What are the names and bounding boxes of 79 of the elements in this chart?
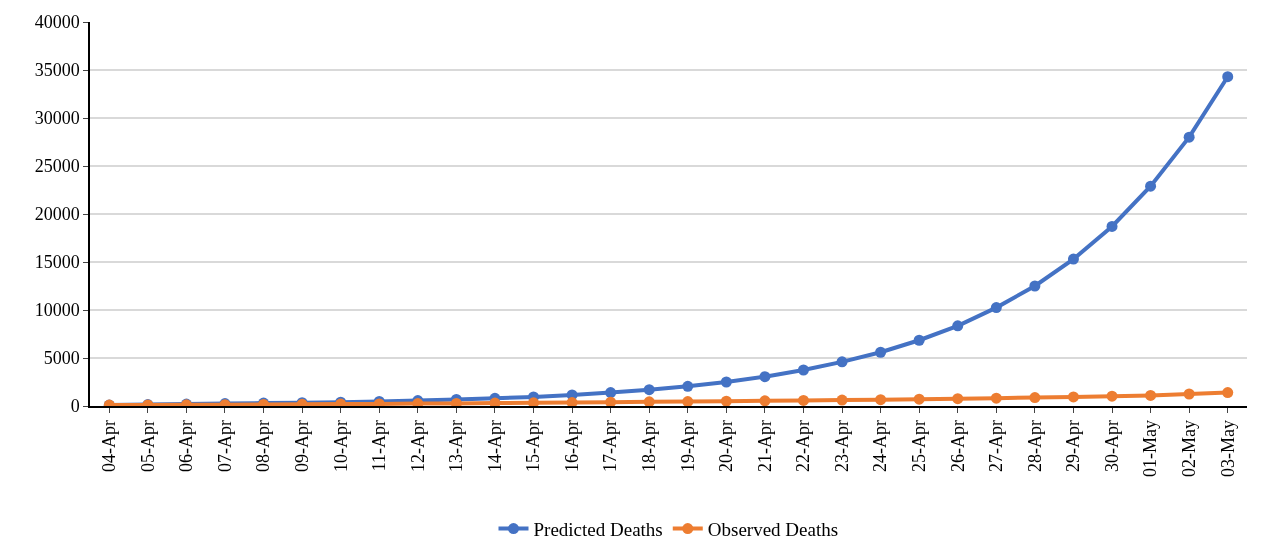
point xyxy=(875,394,887,406)
point xyxy=(1029,392,1041,404)
point xyxy=(952,393,964,405)
x-tick-label: 30-Apr xyxy=(1101,419,1122,472)
x-tick-label: 24-Apr xyxy=(870,419,891,472)
point xyxy=(913,334,925,346)
point xyxy=(682,380,694,392)
point xyxy=(1106,220,1118,232)
point xyxy=(797,394,809,406)
x-tick-label: 08-Apr xyxy=(253,419,274,472)
y-tick-label: 25000 xyxy=(34,156,80,177)
point xyxy=(836,356,848,368)
y-tick-label: 15000 xyxy=(34,252,80,273)
point xyxy=(759,371,771,383)
point xyxy=(566,397,578,406)
y-tick-label: 20000 xyxy=(34,204,80,225)
point xyxy=(489,397,501,406)
legend-label: Predicted Deaths xyxy=(533,518,663,540)
point xyxy=(1029,280,1041,292)
x-tick-label: 01-May xyxy=(1140,419,1161,477)
point xyxy=(836,394,848,406)
x-tick-label: 03-May xyxy=(1217,419,1238,477)
point xyxy=(990,392,1002,404)
x-tick-label: 02-May xyxy=(1179,419,1199,477)
x-tick-label: 25-Apr xyxy=(909,419,930,472)
x-tick-label: 15-Apr xyxy=(523,419,544,472)
x-tick-label: 05-Apr xyxy=(137,419,158,472)
x-tick-label: 17-Apr xyxy=(600,419,621,472)
y-tick-label: 10000 xyxy=(34,300,80,321)
point xyxy=(643,396,655,406)
point xyxy=(759,395,771,406)
x-tick-label: 23-Apr xyxy=(831,419,852,472)
x-tick-label: 21-Apr xyxy=(754,419,775,472)
legend-label: Observed Deaths xyxy=(707,518,839,540)
x-tick-label: 10-Apr xyxy=(330,419,351,472)
point xyxy=(875,346,887,358)
y-tick-label: 40000 xyxy=(34,12,80,33)
x-tick-label: 06-Apr xyxy=(176,419,197,472)
point xyxy=(1145,180,1157,192)
point xyxy=(1067,253,1079,265)
x-tick-label: 16-Apr xyxy=(561,419,582,472)
x-tick-label: 12-Apr xyxy=(407,419,428,472)
x-tick-label: 04-Apr xyxy=(99,419,120,472)
point xyxy=(720,376,732,388)
point xyxy=(1183,131,1195,143)
y-tick-label: 30000 xyxy=(34,108,80,129)
x-tick-label: 09-Apr xyxy=(291,419,312,472)
x-tick-label: 14-Apr xyxy=(484,419,505,472)
y-tick-label: 0 xyxy=(70,396,80,417)
x-tick-label: 11-Apr xyxy=(369,419,390,472)
y-tick-label: 35000 xyxy=(34,60,80,81)
point xyxy=(1145,389,1157,401)
point xyxy=(528,397,540,406)
x-tick-label: 20-Apr xyxy=(716,419,737,472)
point xyxy=(643,384,655,396)
x-tick-label: 29-Apr xyxy=(1063,419,1084,472)
x-tick-label: 13-Apr xyxy=(446,419,467,472)
x-tick-label: 19-Apr xyxy=(677,419,698,472)
point xyxy=(952,320,964,332)
point xyxy=(797,364,809,376)
point xyxy=(682,396,694,406)
point xyxy=(1106,390,1118,402)
point xyxy=(450,397,462,406)
x-tick-label: 22-Apr xyxy=(793,419,814,472)
y-tick-label: 5000 xyxy=(43,348,80,369)
point xyxy=(605,396,617,406)
point xyxy=(605,387,617,399)
x-tick-label: 27-Apr xyxy=(986,419,1007,472)
x-tick-label: 18-Apr xyxy=(639,419,660,472)
point xyxy=(990,302,1002,314)
point xyxy=(720,395,732,406)
x-tick-label: 26-Apr xyxy=(947,419,968,472)
x-tick-label: 28-Apr xyxy=(1024,419,1045,472)
point xyxy=(913,393,925,405)
point xyxy=(1222,71,1234,83)
point xyxy=(1183,388,1195,400)
x-tick-label: 07-Apr xyxy=(214,419,235,472)
point xyxy=(1222,387,1234,399)
point xyxy=(1067,391,1079,403)
